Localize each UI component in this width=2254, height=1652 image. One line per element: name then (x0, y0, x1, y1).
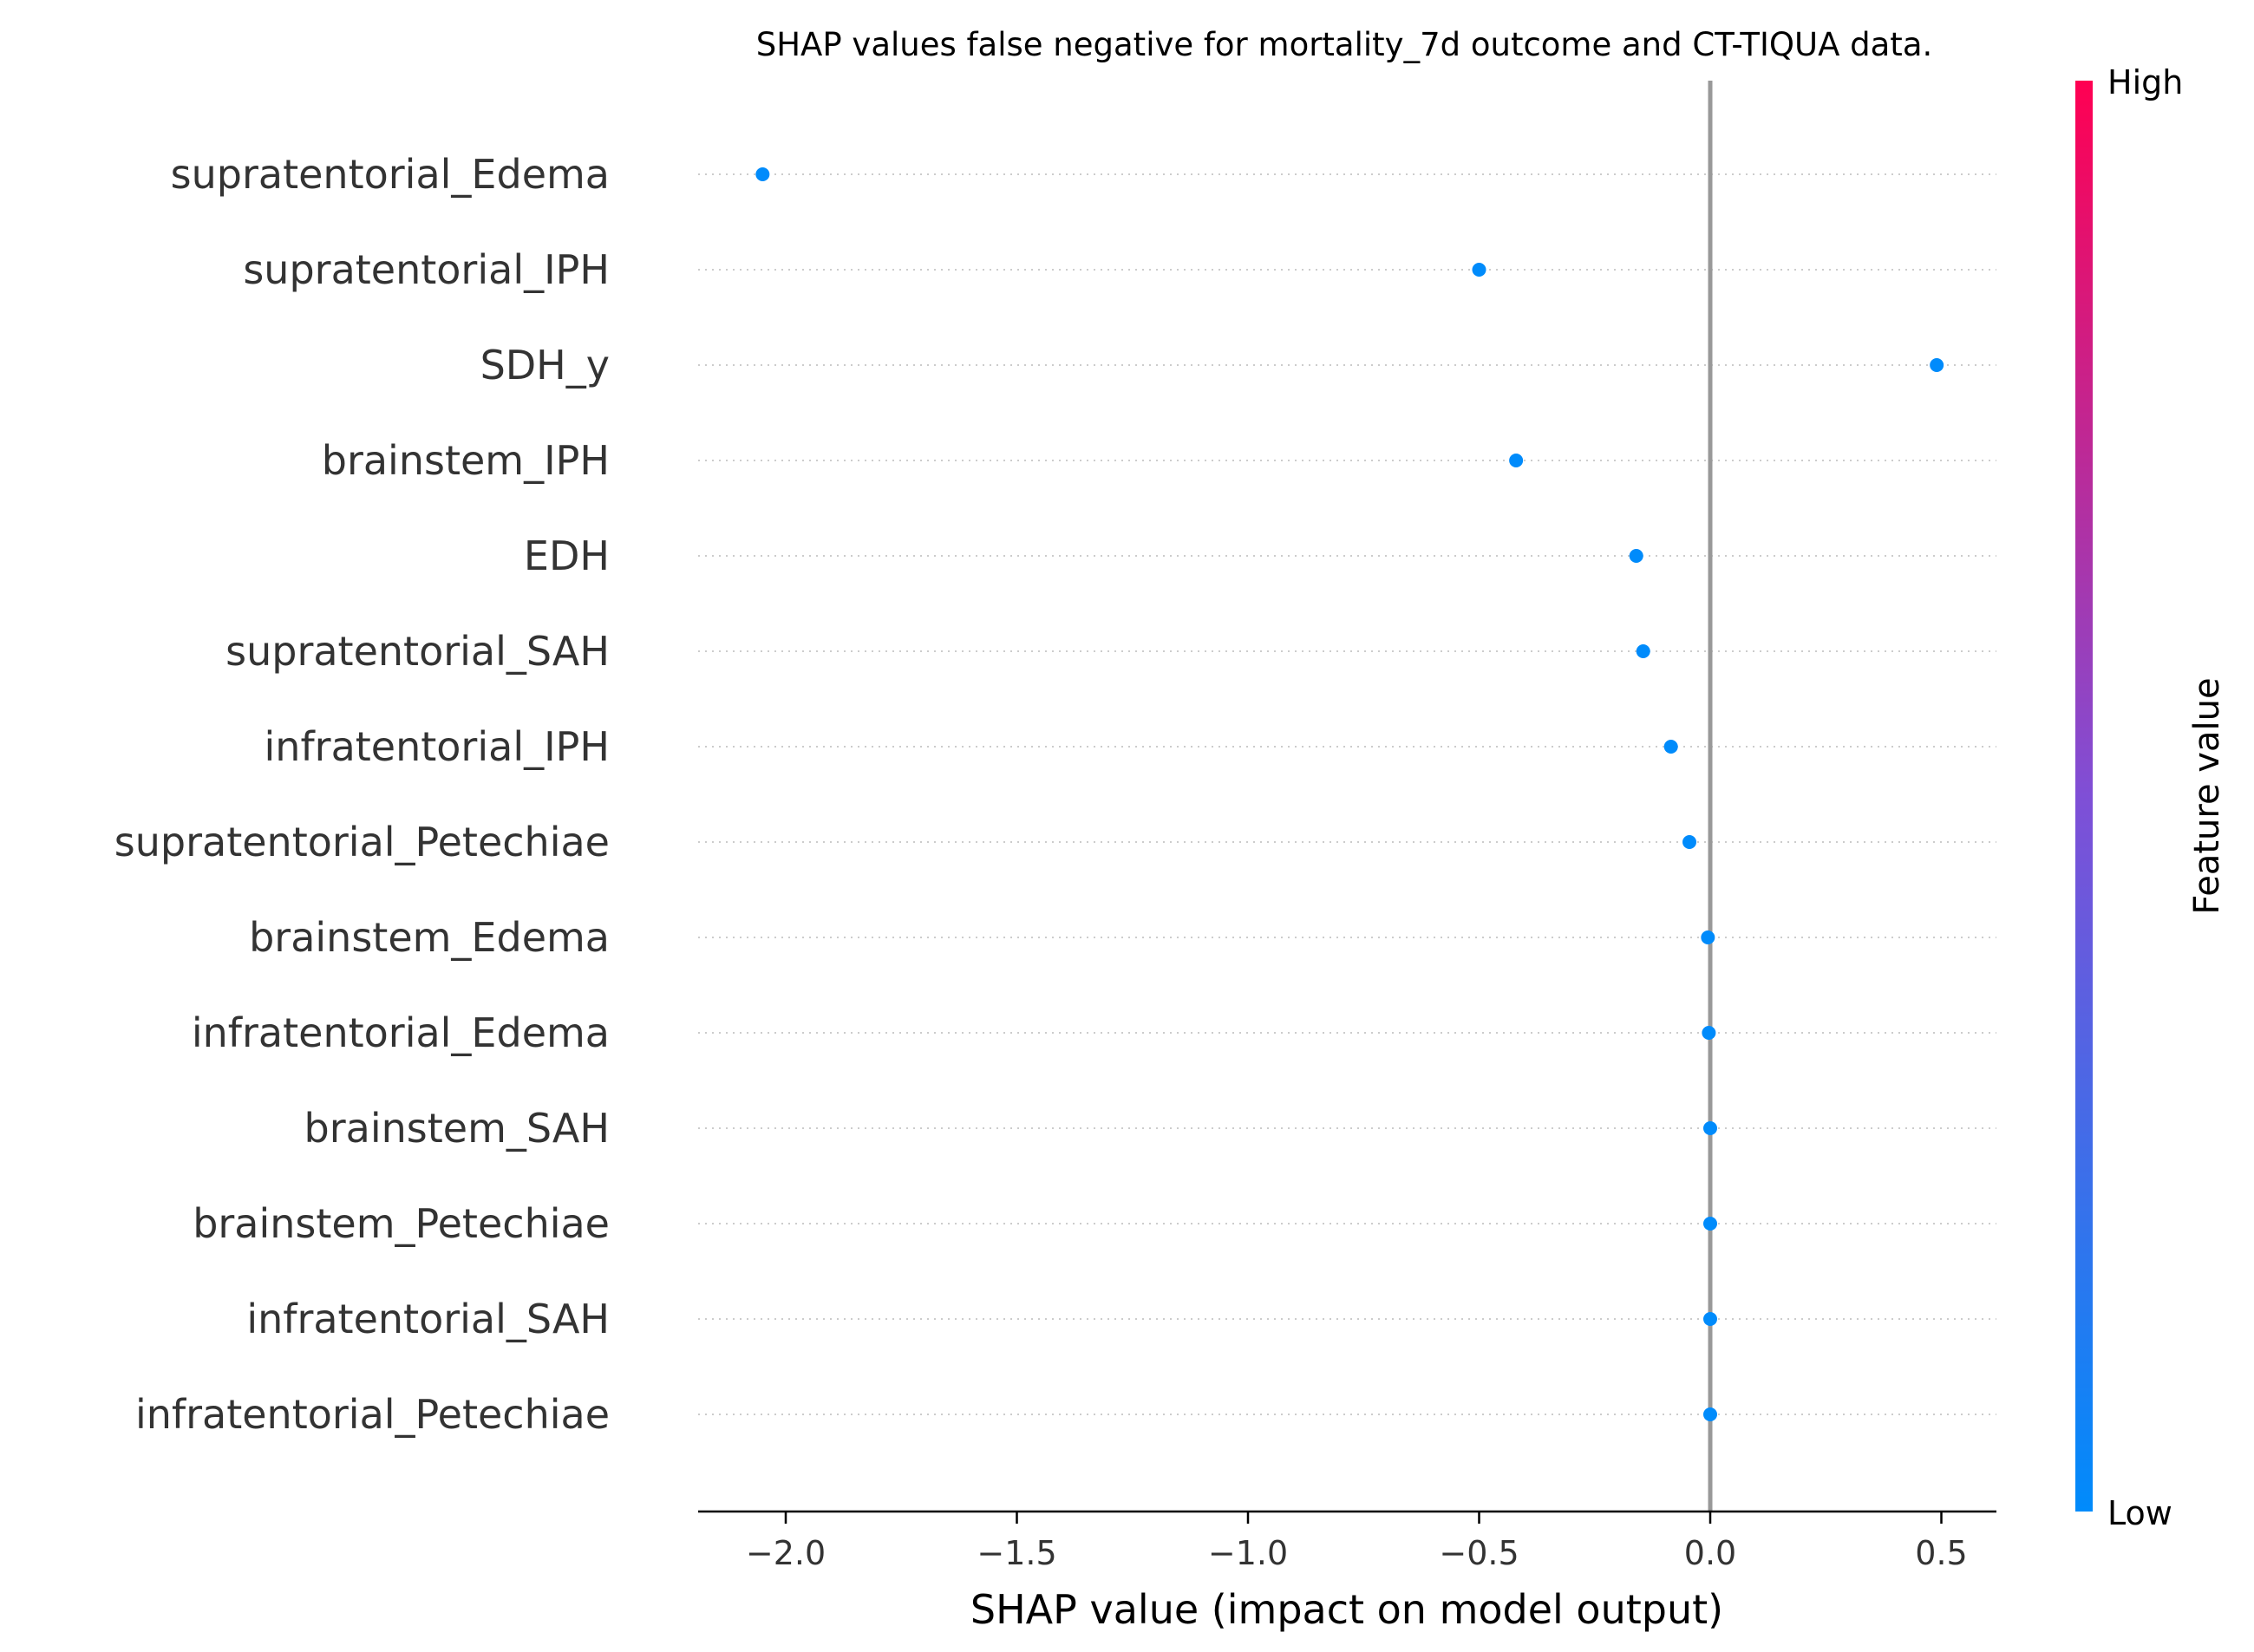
row-gridlines (698, 173, 1996, 1415)
data-point (1509, 454, 1524, 467)
feature-label: supratentorial_Petechiae (114, 819, 610, 865)
feature-label: infratentorial_IPH (265, 723, 610, 770)
data-points (755, 167, 1944, 1421)
data-point (755, 167, 770, 181)
x-tick-label: −1.5 (977, 1534, 1056, 1572)
feature-label: brainstem_Edema (249, 914, 610, 961)
data-point (1663, 740, 1678, 754)
feature-label: infratentorial_Petechiae (135, 1391, 610, 1438)
feature-label: brainstem_Petechiae (193, 1200, 610, 1247)
feature-label: SDH_y (480, 342, 610, 389)
feature-labels: supratentorial_Edema supratentorial_IPH SD… (114, 151, 610, 1438)
feature-label: brainstem_SAH (304, 1105, 610, 1152)
data-point (1703, 1312, 1717, 1326)
data-point (1636, 644, 1650, 658)
x-tick-label: −0.5 (1439, 1534, 1519, 1572)
x-tick-label: 0.5 (1915, 1534, 1967, 1572)
data-point (1702, 1026, 1716, 1040)
feature-label: supratentorial_IPH (243, 246, 610, 293)
x-axis-ticks: −2.0 −1.5 −1.0 −0.5 0.0 0.5 (746, 1512, 1968, 1572)
chart-title: SHAP values false negative for mortality… (756, 26, 1933, 63)
feature-label: supratentorial_SAH (225, 628, 610, 675)
data-point (1472, 263, 1486, 277)
feature-label: supratentorial_Edema (171, 151, 610, 198)
data-point (1629, 549, 1643, 563)
x-tick-label: −2.0 (746, 1534, 826, 1572)
data-point (1930, 358, 1944, 372)
feature-label: brainstem_IPH (322, 437, 610, 484)
data-point (1703, 1217, 1717, 1231)
colorbar-high-label: High (2107, 63, 2183, 101)
x-tick-label: 0.0 (1684, 1534, 1736, 1572)
data-point (1703, 1407, 1717, 1421)
colorbar-low-label: Low (2107, 1494, 2172, 1532)
colorbar-title: Feature value (2187, 677, 2227, 914)
feature-label: infratentorial_SAH (246, 1296, 610, 1342)
data-point (1682, 835, 1697, 849)
feature-label: EDH (524, 532, 610, 579)
data-point (1703, 1121, 1717, 1135)
x-axis-label: SHAP value (impact on model output) (970, 1586, 1723, 1633)
x-tick-label: −1.0 (1208, 1534, 1288, 1572)
feature-label: infratentorial_Edema (192, 1009, 610, 1056)
data-point (1701, 930, 1715, 944)
colorbar (2075, 81, 2093, 1512)
